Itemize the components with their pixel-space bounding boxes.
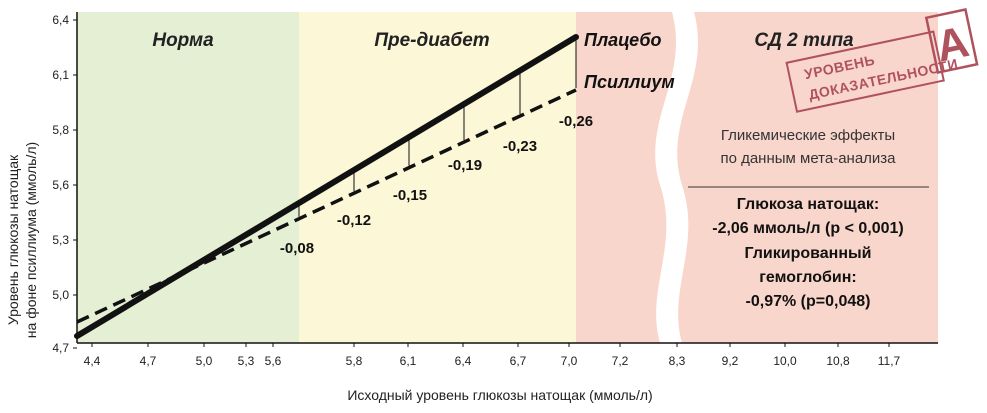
lines-layer bbox=[74, 34, 579, 339]
info-bold-2: -2,06 ммоль/л (p < 0,001) bbox=[712, 220, 904, 237]
info-bold-1: Глюкоза натощак: bbox=[737, 196, 879, 213]
y-tick-label: 5,8 bbox=[52, 123, 69, 137]
x-tick-label: 7,0 bbox=[561, 354, 578, 368]
zone-label-prediabetes: Пре-диабет bbox=[374, 30, 489, 51]
info-line-1: Гликемические эффекты bbox=[721, 127, 895, 144]
y-tick-label: 5,3 bbox=[52, 233, 69, 247]
axis-break bbox=[655, 12, 698, 343]
axes-layer: 4,4 4,7 5,0 5,3 5,6 5,8 6,1 6,4 6,7 7,0 7,2 8,3 9,2 1… bbox=[5, 12, 938, 403]
info-box: Гликемические эффекты по данным мета-ана… bbox=[688, 127, 929, 310]
x-tick-label: 5,8 bbox=[346, 354, 363, 368]
x-tick-label: 4,4 bbox=[84, 354, 101, 368]
series-label-psyllium: Псиллиум bbox=[584, 72, 675, 92]
difference-label: -0,15 bbox=[393, 187, 427, 204]
y-tick-label: 5,0 bbox=[52, 288, 69, 302]
info-line-2: по данным мета-анализа bbox=[720, 150, 896, 167]
x-tick-label: 6,7 bbox=[510, 354, 527, 368]
zone-label-diabetes: СД 2 типа bbox=[754, 30, 854, 51]
zone-diabetes bbox=[576, 12, 938, 343]
y-axis-title-line-2: на фоне псиллиума (ммоль/л) bbox=[23, 142, 39, 338]
x-tick-label: 6,4 bbox=[455, 354, 472, 368]
difference-label: -0,19 bbox=[448, 157, 482, 174]
y-tick-label: 5,6 bbox=[52, 178, 69, 192]
y-axis-title-line-1: Уровень глюкозы натощак bbox=[5, 154, 21, 325]
difference-label: -0,08 bbox=[280, 240, 314, 257]
zone-normal bbox=[77, 12, 299, 343]
difference-label: -0,26 bbox=[559, 113, 593, 130]
series-psyllium-line bbox=[76, 88, 577, 324]
difference-label: -0,12 bbox=[337, 212, 371, 229]
x-tick-label: 8,3 bbox=[669, 354, 686, 368]
x-tick-label: 5,3 bbox=[238, 354, 255, 368]
info-bold-5: -0,97% (p=0,048) bbox=[746, 293, 871, 310]
info-bold-4: гемоглобин: bbox=[759, 269, 856, 286]
x-axis-title: Исходный уровень глюкозы натощак (ммоль/… bbox=[347, 387, 652, 403]
difference-label: -0,23 bbox=[503, 138, 537, 155]
series-label-placebo: Плацебо bbox=[584, 30, 661, 50]
stamp-letter-frame bbox=[924, 7, 979, 75]
y-tick-label: 6,1 bbox=[52, 68, 69, 82]
x-tick-label: 5,0 bbox=[196, 354, 213, 368]
x-tick-label: 10,8 bbox=[826, 354, 850, 368]
zone-label-normal: Норма bbox=[152, 30, 214, 51]
labels-layer: -0,08 -0,12 -0,15 -0,19 -0,23 -0,26 Плацебо Пси… bbox=[280, 30, 675, 257]
x-tick-label: 11,7 bbox=[878, 354, 901, 368]
stamp-frame bbox=[785, 30, 945, 113]
x-tick-label: 4,7 bbox=[140, 354, 157, 368]
x-tick-label: 7,2 bbox=[612, 354, 629, 368]
info-bold-3: Гликированный bbox=[744, 245, 871, 262]
x-tick-label: 9,2 bbox=[722, 354, 739, 368]
x-tick-label: 6,1 bbox=[400, 354, 417, 368]
y-tick-label: 6,4 bbox=[52, 13, 69, 27]
x-tick-label: 5,6 bbox=[265, 354, 282, 368]
series-placebo-line bbox=[74, 34, 579, 339]
x-tick-label: 10,0 bbox=[773, 354, 797, 368]
y-tick-label: 4,7 bbox=[52, 341, 69, 355]
